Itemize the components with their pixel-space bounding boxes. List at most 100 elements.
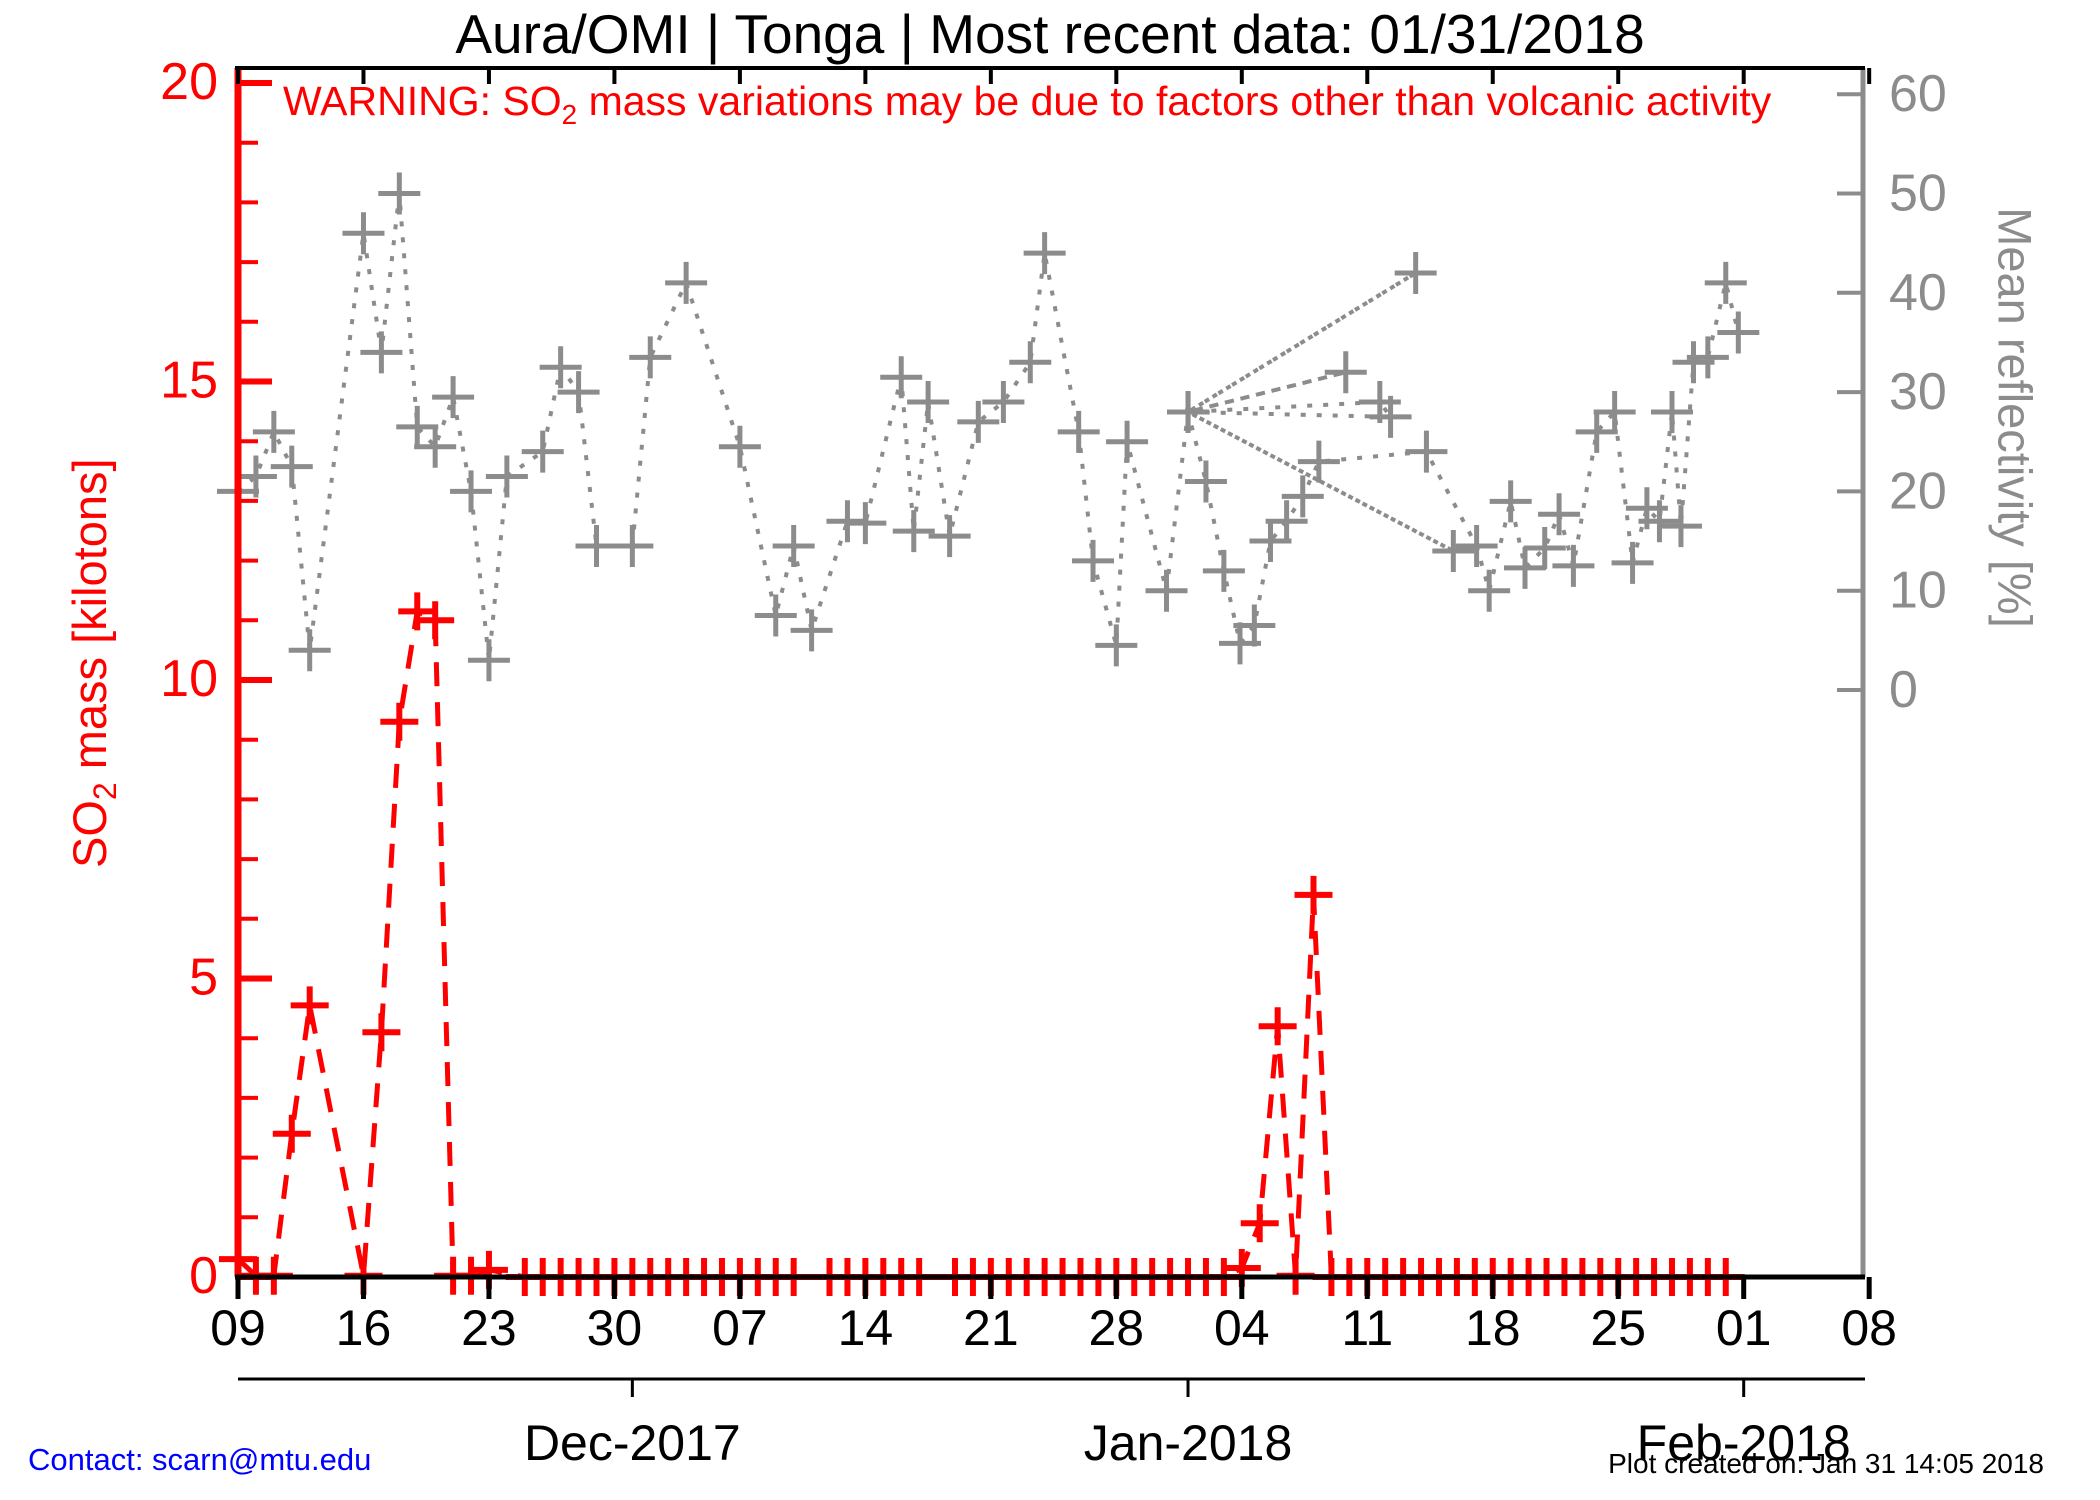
data-point-marker xyxy=(1009,341,1052,384)
data-point-marker xyxy=(880,356,923,399)
data-point-marker xyxy=(1455,525,1498,568)
tick-label: Feb-2018 xyxy=(1637,1415,1851,1471)
contact-email-text: Contact: scarn@mtu.edu xyxy=(28,1442,372,1477)
data-point-marker xyxy=(396,405,439,448)
tick-label: 28 xyxy=(1089,1300,1145,1356)
data-point-marker xyxy=(1686,336,1729,379)
data-point-marker xyxy=(844,502,887,545)
tick-label: 10 xyxy=(1889,562,1947,620)
data-point-marker xyxy=(234,455,277,498)
data-point-marker xyxy=(907,381,950,424)
data-point-marker xyxy=(380,702,419,741)
data-point-marker xyxy=(1369,395,1412,438)
data-point-marker xyxy=(1489,480,1532,523)
so2-series-line xyxy=(236,607,1726,1280)
data-point-marker xyxy=(1072,539,1115,582)
data-point-marker xyxy=(1167,390,1210,433)
warning-prefix: WARNING: SO xyxy=(283,78,562,124)
warning-subscript: 2 xyxy=(561,99,578,131)
data-point-marker xyxy=(1432,529,1475,572)
data-point-marker xyxy=(629,336,672,379)
left-axis: 0 5 10 15 20 xyxy=(160,53,272,1305)
data-point-marker xyxy=(290,986,329,1025)
data-point-marker xyxy=(1651,390,1693,433)
tick-label: 30 xyxy=(1889,363,1947,421)
data-point-marker xyxy=(485,455,528,498)
tick-label: 08 xyxy=(1841,1300,1897,1356)
tick-label: 09 xyxy=(210,1300,266,1356)
tick-label: 0 xyxy=(189,1247,218,1305)
tick-label: 0 xyxy=(1889,661,1918,719)
tick-label: 25 xyxy=(1590,1300,1646,1356)
data-point-marker xyxy=(1575,410,1618,453)
data-point-marker xyxy=(1145,569,1188,612)
data-point-marker xyxy=(450,470,493,513)
tick-label: 21 xyxy=(963,1300,1019,1356)
reflectivity-series-line xyxy=(236,193,1741,661)
data-point-marker xyxy=(252,410,295,453)
data-point-marker xyxy=(1523,527,1566,570)
data-point-marker xyxy=(1468,569,1511,612)
data-point-marker xyxy=(362,1013,401,1052)
data-point-marker xyxy=(539,346,582,389)
data-point-marker xyxy=(892,510,935,553)
data-point-marker xyxy=(1240,1204,1279,1243)
data-point-marker xyxy=(1504,546,1547,589)
data-point-marker xyxy=(378,172,421,215)
data-point-marker xyxy=(754,594,797,637)
warning-suffix: mass variations may be due to factors ot… xyxy=(577,78,1772,124)
data-point-marker xyxy=(1405,430,1448,473)
tick-label: 11 xyxy=(1341,1300,1393,1356)
right-axis: 0 10 20 30 40 50 60 xyxy=(1837,65,1947,1277)
tick-label: 18 xyxy=(1465,1300,1521,1356)
data-point-marker xyxy=(1704,261,1747,304)
data-point-marker xyxy=(665,261,708,304)
data-point-marker xyxy=(416,601,455,640)
data-point-marker xyxy=(1057,410,1100,453)
data-point-marker xyxy=(1106,420,1149,463)
data-point-marker xyxy=(272,1114,311,1153)
tick-label: 20 xyxy=(160,53,218,111)
data-point-marker xyxy=(414,425,457,468)
data-point-marker xyxy=(288,629,331,672)
plot-created-text: Plot created on: Jan 31 14:05 2018 xyxy=(1608,1448,2044,1479)
data-point-marker xyxy=(928,515,971,558)
data-point-marker xyxy=(270,445,313,488)
top-axis xyxy=(235,66,1872,84)
data-point-marker xyxy=(1394,251,1437,294)
so2-series xyxy=(219,592,1745,1296)
reflectivity-series xyxy=(217,172,1760,682)
data-point-marker xyxy=(1593,390,1636,433)
data-point-marker xyxy=(575,525,618,568)
data-point-marker xyxy=(1202,549,1245,592)
tick-label: 16 xyxy=(336,1300,392,1356)
data-point-marker xyxy=(432,376,475,419)
data-point-marker xyxy=(1659,505,1702,548)
bottom-axis: 09 16 23 30 07 14 21 28 04 11 18 25 01 08 xyxy=(210,1274,1897,1356)
data-point-marker xyxy=(521,430,564,473)
data-point-marker xyxy=(1717,311,1760,354)
data-point-marker xyxy=(1023,232,1066,275)
tick-label: 15 xyxy=(160,352,218,410)
data-point-marker xyxy=(772,525,815,568)
month-axis: Dec-2017 Jan-2018 Feb-2018 xyxy=(238,1377,1865,1471)
tick-label: 10 xyxy=(160,650,218,708)
tick-label: 30 xyxy=(587,1300,643,1356)
data-point-marker xyxy=(790,609,833,652)
tick-label: 07 xyxy=(712,1300,768,1356)
data-point-marker xyxy=(1611,541,1654,584)
chart-title: Aura/OMI | Tonga | Most recent data: 01/… xyxy=(455,3,1645,65)
data-point-marker xyxy=(982,381,1025,424)
tick-label: 50 xyxy=(1889,165,1947,223)
data-point-marker xyxy=(611,525,654,568)
right-axis-title: Mean reflectivity [%] xyxy=(1988,207,2042,628)
data-point-marker xyxy=(1233,604,1276,647)
data-point-marker xyxy=(398,592,437,631)
data-point-marker xyxy=(1265,500,1308,543)
data-point-marker xyxy=(1324,351,1367,394)
data-point-marker xyxy=(1552,544,1595,587)
tick-label: Dec-2017 xyxy=(524,1415,741,1471)
data-point-marker xyxy=(342,212,385,255)
